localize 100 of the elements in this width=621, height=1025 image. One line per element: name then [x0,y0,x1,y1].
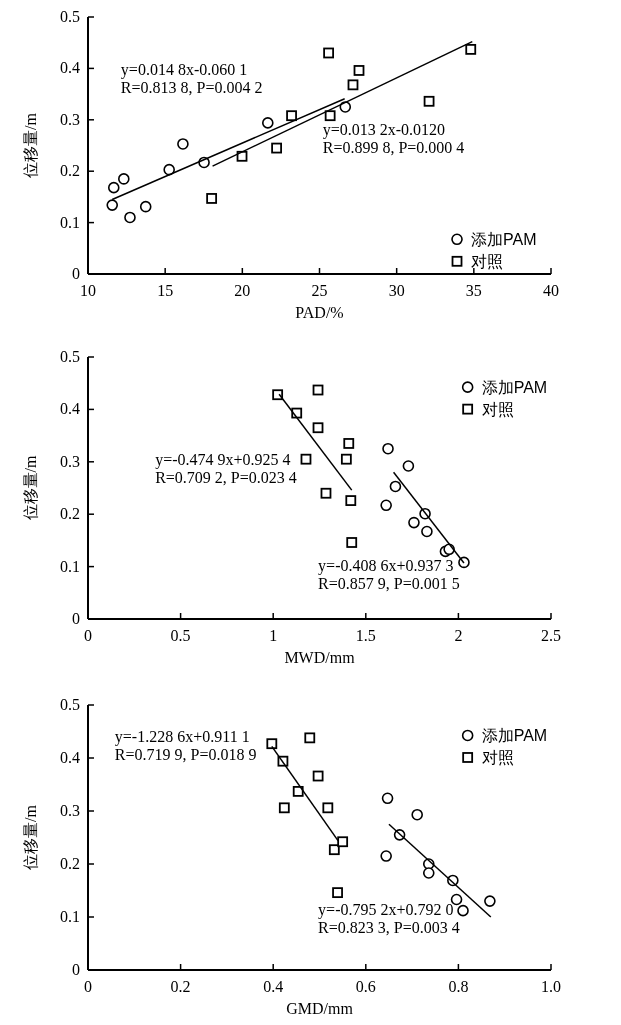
y-tick-label: 0.1 [60,213,80,231]
point [408,516,420,529]
point [380,850,392,862]
y-tick-label: 0.2 [60,505,80,523]
point [323,47,335,59]
y-tick-label: 0.3 [60,452,80,470]
point [345,495,357,506]
point [312,422,324,434]
annotation: y=0.013 2x-0.0120 [322,120,446,139]
x-tick-label: 2 [454,627,463,644]
point [389,480,402,493]
y-tick-label: 0.5 [60,8,80,25]
point [402,460,415,472]
point [177,138,189,150]
point [206,193,218,204]
point [382,442,394,455]
x-axis-title: PAD/% [295,304,344,321]
annotation: y=0.014 8x-0.060 1 [120,61,248,80]
annotation: y=-0.795 2x+0.792 0 [318,900,454,919]
y-tick-label: 0.3 [60,802,80,819]
x-tick-label: 0.6 [355,978,376,995]
point [337,836,349,848]
y-tick-label: 0.1 [60,908,80,925]
annotation: R=0.813 8, P=0.004 2 [120,79,263,97]
y-tick-label: 0.2 [60,855,80,872]
x-tick-label: 1.0 [541,978,561,995]
annotation: y=-0.474 9x+0.925 4 [155,450,291,469]
x-axis-title: MWD/mm [284,649,356,666]
point [347,79,359,91]
point [320,487,332,499]
y-tick-label: 0 [72,265,80,282]
y-axis-title: 位移量/m [22,804,39,870]
point [118,173,130,185]
point [423,95,435,107]
point [304,732,316,744]
annotation: R=0.823 3, P=0.003 4 [318,918,460,936]
y-tick-label: 0.4 [60,749,80,766]
annotation: R=0.857 9, P=0.001 5 [318,574,460,592]
point [457,904,469,917]
y-tick-label: 0.1 [60,557,80,575]
point [465,43,477,55]
point [271,142,282,154]
y-axis-title: 位移量/m [22,455,39,521]
x-tick-label: 1 [269,627,278,644]
y-tick-label: 0.5 [60,696,80,713]
x-tick-label: 0 [84,978,92,995]
point [380,499,392,512]
x-tick-label: 2.5 [541,627,561,644]
point [346,537,358,548]
point [328,844,340,856]
annotation: y=-1.228 6x+0.911 1 [114,728,250,747]
legend-label: 添加PAM [481,379,548,397]
x-tick-label: 0.8 [448,978,469,995]
point [292,785,304,797]
point [106,199,119,211]
point [381,792,394,805]
point [332,887,343,899]
point [286,110,297,122]
legend-label: 对照 [481,401,514,419]
point [484,895,496,907]
point [343,438,355,449]
point [324,110,336,122]
x-tick-label: 10 [80,282,96,299]
y-tick-label: 0.4 [60,59,80,77]
y-tick-label: 0.3 [60,110,80,128]
annotation: R=0.899 8, P=0.000 4 [322,138,465,156]
legend-label: 对照 [471,253,504,271]
x-tick-label: 0.2 [170,978,191,995]
legend-label: 添加PAM [481,727,548,745]
point [124,211,136,224]
y-axis-title: 位移量/m [22,112,39,178]
point [312,770,324,782]
point [278,802,290,814]
y-tick-label: 0.5 [60,348,80,365]
x-tick-label: 25 [311,282,328,299]
x-tick-label: 35 [465,282,482,299]
point [421,525,433,538]
x-tick-label: 40 [543,282,559,299]
legend-label: 对照 [481,749,514,767]
x-tick-label: 0.4 [263,978,284,995]
legend-label: 添加PAM [471,231,537,249]
x-tick-label: 0 [84,627,92,644]
x-tick-label: 15 [157,282,174,299]
point [262,117,274,129]
x-axis-title: GMD/mm [286,1000,354,1017]
annotation: R=0.719 9, P=0.018 9 [114,746,257,764]
y-tick-label: 0.2 [60,162,80,180]
point [300,453,312,465]
point [272,389,284,401]
point [340,453,352,465]
point [139,200,152,213]
point [422,867,435,879]
annotation: y=-0.408 6x+0.937 3 [318,557,454,576]
y-tick-label: 0 [72,961,80,978]
x-tick-label: 30 [388,282,405,299]
point [163,163,175,176]
annotation: R=0.709 2, P=0.023 4 [155,469,297,487]
x-tick-label: 20 [234,282,251,299]
x-tick-label: 1.5 [355,627,376,644]
x-tick-label: 0.5 [170,627,191,644]
